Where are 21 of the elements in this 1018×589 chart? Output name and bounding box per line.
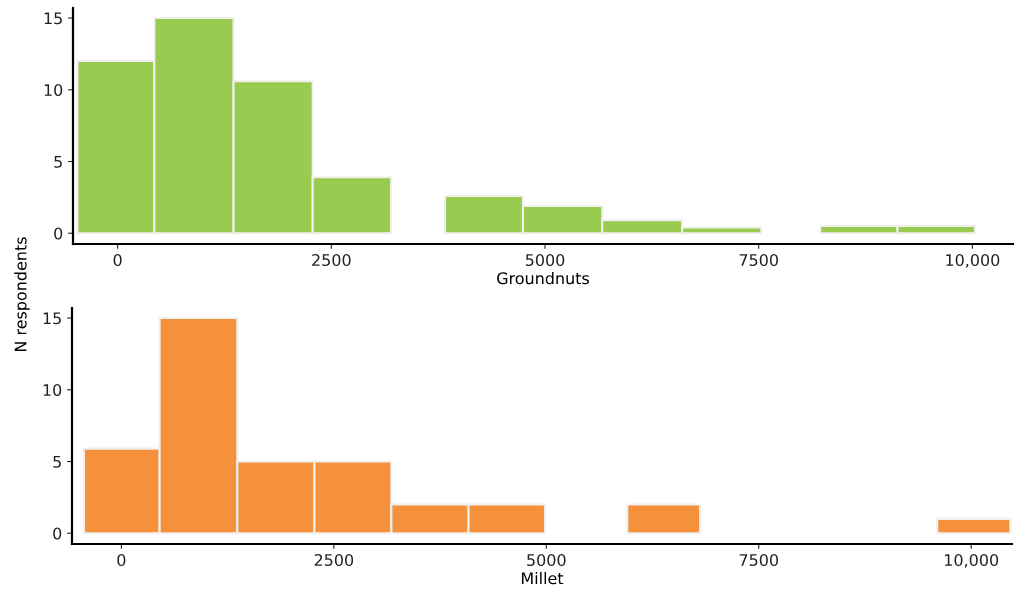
x-tick-label: 0	[117, 554, 126, 567]
y-tick-label: 5	[54, 155, 62, 168]
x-tick-label: 10,000	[945, 554, 999, 568]
y-tick-label: 0	[53, 527, 62, 540]
y-tick-label: 15	[43, 312, 61, 325]
y-axis-title: N respondents	[14, 237, 30, 351]
x-tick-label: 7500	[739, 254, 778, 267]
x-axis-title: Groundnuts	[497, 271, 590, 285]
y-tick-label: 15	[44, 12, 62, 25]
x-tick-label: 2500	[314, 554, 354, 567]
x-tick-label: 2500	[312, 254, 351, 267]
y-tick-label: 5	[53, 455, 61, 468]
y-tick-label: 0	[54, 227, 63, 240]
x-tick-label: 7500	[739, 554, 779, 567]
x-axis-title: Millet	[521, 571, 564, 585]
y-tick-label: 10	[44, 83, 63, 97]
x-tick-label: 10,000	[946, 254, 1000, 268]
y-tick-label: 10	[43, 383, 62, 397]
x-tick-label: 5000	[527, 554, 566, 567]
x-tick-label: 5000	[525, 254, 565, 267]
x-tick-label: 0	[113, 254, 122, 267]
